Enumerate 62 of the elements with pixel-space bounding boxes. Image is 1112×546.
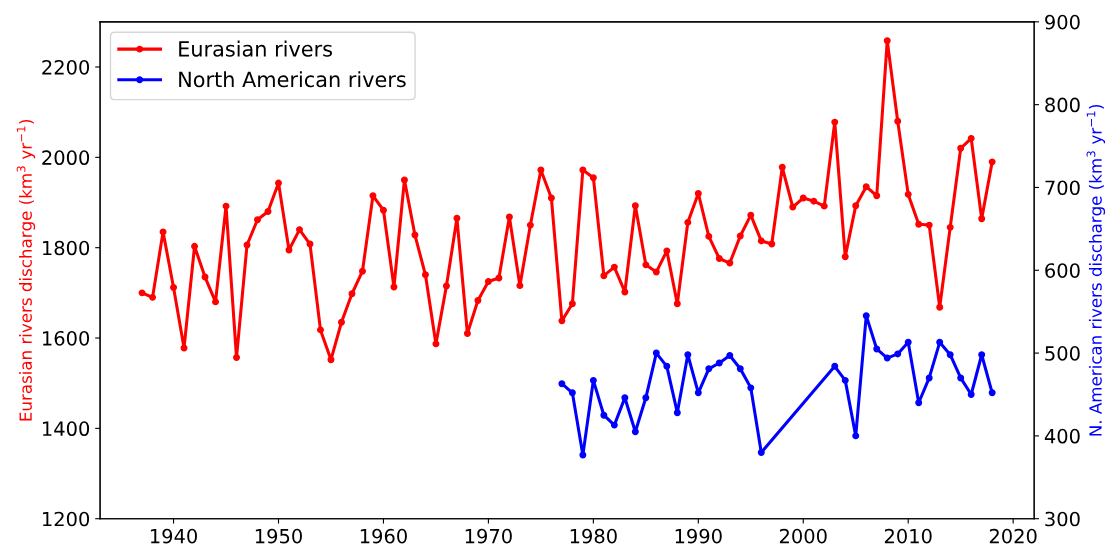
x-tick-label: 2020 bbox=[989, 528, 1037, 544]
y-tick-label: 1400 bbox=[43, 421, 90, 437]
y2-tick-label: 500 bbox=[1045, 346, 1080, 361]
y2-axis-title: N. American rivers discharge (km$^{3}$ yr$^{−1}$) bbox=[1086, 104, 1106, 436]
point bbox=[652, 349, 660, 357]
y2-tick-label: 300 bbox=[1045, 511, 1080, 527]
x-tick-label: 1940 bbox=[150, 528, 197, 544]
y2-tick-label: 900 bbox=[1045, 14, 1080, 30]
point bbox=[873, 345, 881, 353]
x-tick-label: 1960 bbox=[360, 528, 407, 544]
y2-tick-label: 400 bbox=[1044, 428, 1080, 444]
x-tick-label: 1950 bbox=[255, 528, 302, 544]
point bbox=[883, 354, 891, 362]
point bbox=[726, 352, 734, 360]
point bbox=[673, 409, 681, 417]
point bbox=[568, 389, 576, 397]
point bbox=[579, 451, 587, 459]
point bbox=[610, 421, 618, 429]
point bbox=[715, 359, 723, 367]
point bbox=[925, 374, 933, 382]
point bbox=[558, 380, 566, 388]
point bbox=[600, 411, 608, 419]
point bbox=[747, 384, 755, 392]
x-tick-label: 2000 bbox=[779, 528, 827, 544]
y-tick-label: 1800 bbox=[43, 240, 90, 256]
point bbox=[831, 362, 839, 370]
point bbox=[957, 374, 965, 382]
point bbox=[663, 362, 671, 370]
point bbox=[642, 394, 650, 402]
y-tick-label: 2000 bbox=[42, 150, 90, 166]
y-tick-label: 2200 bbox=[42, 59, 90, 75]
point bbox=[894, 350, 902, 358]
point bbox=[684, 351, 692, 359]
point bbox=[757, 448, 765, 456]
x-tick-label: 1980 bbox=[570, 528, 617, 544]
point bbox=[852, 432, 860, 440]
point bbox=[967, 391, 975, 398]
y-axis-title: Eurasian rivers discharge (km$^{3}$ yr$^{−1}$) bbox=[16, 119, 36, 421]
point bbox=[978, 351, 986, 359]
point bbox=[936, 338, 944, 346]
x-tick-label: 1970 bbox=[465, 528, 512, 544]
y2-tick-label: 800 bbox=[1045, 97, 1080, 113]
y2-tick-label: 700 bbox=[1045, 180, 1080, 196]
y2-tick-label: 600 bbox=[1045, 263, 1080, 278]
point bbox=[736, 365, 744, 373]
y-tick-label: 1600 bbox=[43, 330, 90, 346]
x-tick-label: 2010 bbox=[884, 528, 932, 544]
point bbox=[946, 351, 954, 359]
point bbox=[988, 389, 996, 397]
point bbox=[705, 365, 713, 373]
point bbox=[589, 376, 597, 384]
point bbox=[915, 399, 923, 407]
point bbox=[862, 312, 870, 320]
point bbox=[841, 376, 849, 384]
legend-label: Eurasian rivers bbox=[179, 40, 332, 57]
x-tick-label: 1990 bbox=[675, 528, 722, 544]
point bbox=[904, 338, 912, 346]
point bbox=[621, 394, 629, 402]
point bbox=[631, 428, 639, 436]
y-tick-label: 1200 bbox=[43, 511, 90, 527]
point bbox=[694, 389, 702, 397]
legend-label: North American rivers bbox=[179, 71, 406, 88]
